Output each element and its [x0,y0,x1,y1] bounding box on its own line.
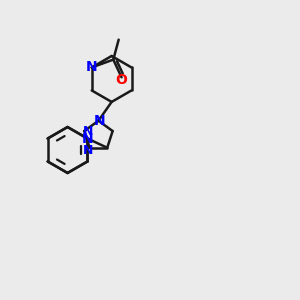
Text: N: N [82,131,93,146]
Text: N: N [83,144,93,157]
Text: N: N [82,124,93,137]
Text: N: N [94,114,106,128]
Text: N: N [86,61,98,74]
Text: O: O [116,73,128,87]
